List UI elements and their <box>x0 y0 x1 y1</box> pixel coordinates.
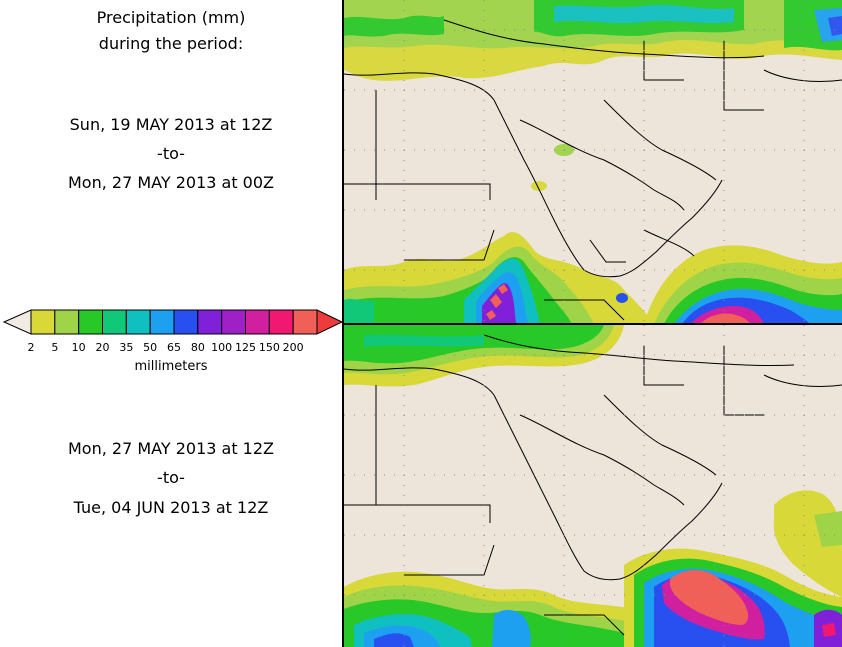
period2-start: Mon, 27 MAY 2013 at 12Z <box>67 439 274 458</box>
grid-lines <box>344 0 842 324</box>
colorbar-swatch <box>125 309 151 335</box>
colorbar-swatch <box>245 309 270 335</box>
precip-map-period2 <box>344 325 842 647</box>
colorbar <box>2 309 344 335</box>
colorbar-tick-label: 65 <box>167 341 181 354</box>
colorbar-swatch <box>102 309 127 335</box>
colorbar-swatch <box>78 309 103 335</box>
period2-separator: -to- <box>157 468 185 487</box>
grid-lines <box>344 325 842 647</box>
period1-separator: -to- <box>157 144 185 163</box>
colorbar-low-arrow <box>2 309 32 335</box>
colorbar-swatch <box>173 309 199 335</box>
title-line1: Precipitation (mm) <box>96 8 246 27</box>
precip-north <box>344 325 624 387</box>
colorbar-tick-label: 2 <box>27 341 35 354</box>
colorbar-tick-label: 200 <box>282 341 304 354</box>
colorbar-units: millimeters <box>134 359 208 374</box>
colorbar-tick-label: 100 <box>211 341 233 354</box>
precip-north <box>344 0 842 191</box>
precip-arabian-sea <box>644 245 842 324</box>
colorbar-high-arrow <box>316 309 344 335</box>
precip-south <box>344 490 842 647</box>
colorbar-swatch <box>30 309 56 335</box>
colorbar-tick-label: 50 <box>143 341 158 354</box>
colorbar-tick-label: 35 <box>119 341 134 354</box>
period2-end: Tue, 04 JUN 2013 at 12Z <box>73 498 269 517</box>
colorbar-swatch <box>292 309 318 335</box>
precip-southwest <box>344 231 654 324</box>
precip-map-period1 <box>344 0 842 324</box>
period1-end: Mon, 27 MAY 2013 at 00Z <box>67 173 274 192</box>
coastlines <box>344 19 842 321</box>
colorbar-swatch <box>197 309 223 335</box>
colorbar-swatch <box>221 309 247 335</box>
colorbar-labels: 2 5 10 20 35 50 65 80 100 125 150 200 <box>0 341 342 355</box>
colorbar-swatch <box>54 309 80 335</box>
colorbar-tick-label: 10 <box>71 341 86 354</box>
panel-divider-horizontal <box>344 323 842 325</box>
colorbar-tick-label: 125 <box>235 341 256 354</box>
panel-divider-vertical <box>342 0 344 647</box>
colorbar-tick-label: 80 <box>190 341 205 354</box>
colorbar-tick-label: 5 <box>51 341 59 354</box>
colorbar-swatch <box>268 309 294 335</box>
colorbar-tick-label: 20 <box>95 341 110 354</box>
colorbar-tick-label: 150 <box>258 341 280 354</box>
colorbar-swatch <box>149 309 175 335</box>
period1-start: Sun, 19 MAY 2013 at 12Z <box>69 115 273 134</box>
title-line2: during the period: <box>98 34 244 53</box>
